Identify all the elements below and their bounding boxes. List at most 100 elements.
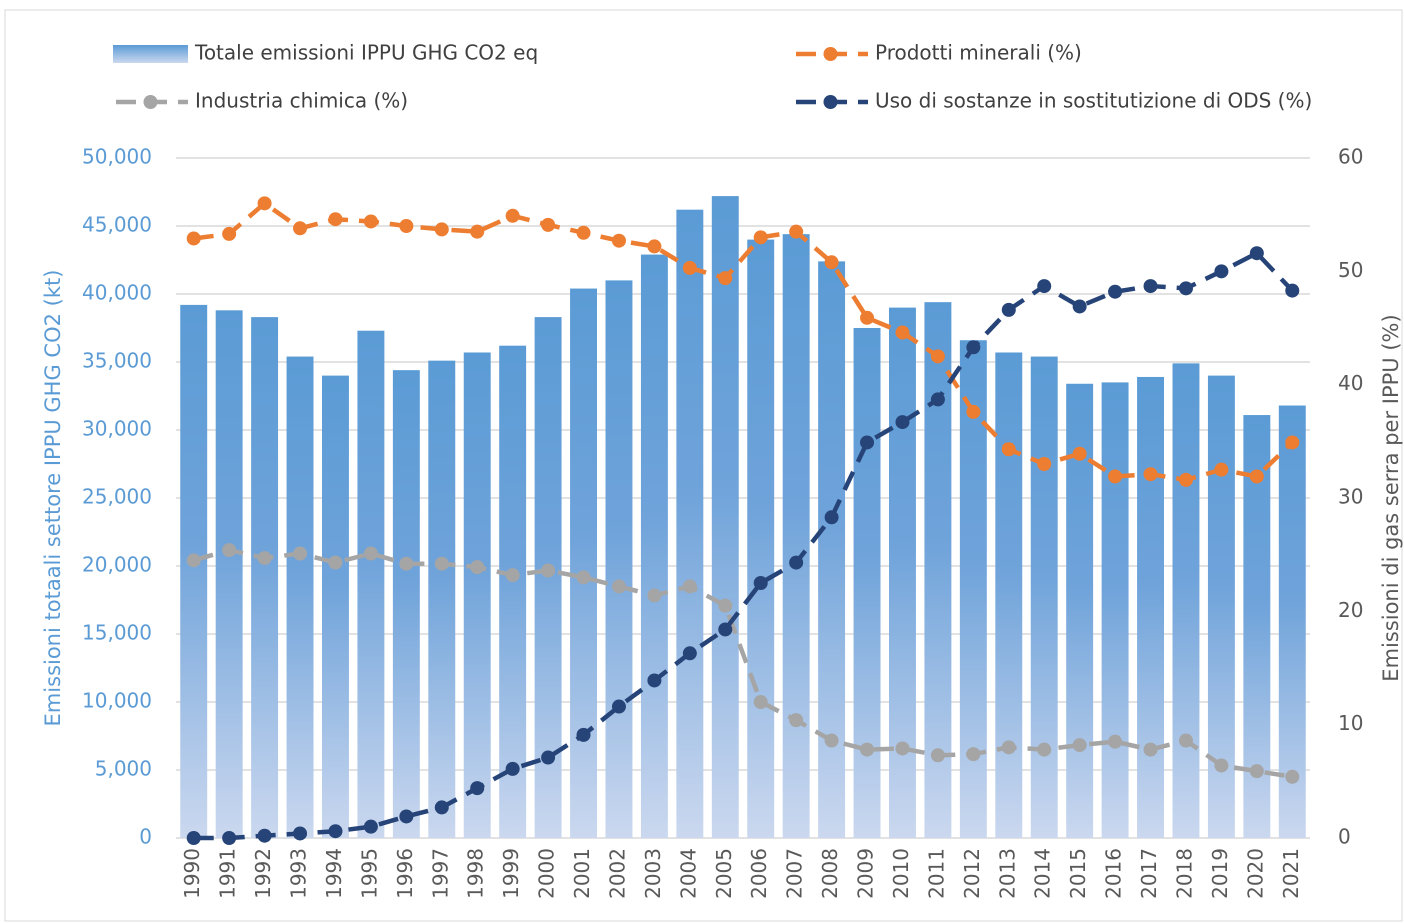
line-marker [505,761,520,776]
x-tick-label: 2003 [641,848,665,899]
y-tick-label: 0 [139,825,152,849]
y-tick-label: 30,000 [82,417,152,441]
bar [1172,363,1200,838]
line-marker [682,579,697,594]
x-tick-label: 1993 [287,848,311,899]
line-marker [1214,264,1229,279]
bar [499,345,527,838]
line-marker [824,733,839,748]
line-marker [647,673,662,688]
line-marker [186,231,201,246]
bar [286,356,314,838]
line-marker [966,340,981,355]
line-marker [257,828,272,843]
line-marker [576,570,591,585]
x-tick-label: 2019 [1208,848,1232,899]
x-tick-label: 2017 [1137,848,1161,899]
line-marker [682,646,697,661]
y-tick-label: 10,000 [82,689,152,713]
line-marker [257,551,272,566]
x-tick-label: 1996 [393,848,417,899]
line-marker [576,727,591,742]
x-tick-label: 2012 [960,848,984,899]
line-marker [1108,469,1123,484]
line-marker [434,222,449,237]
x-tick-label: 2016 [1102,848,1126,899]
line-marker [363,819,378,834]
line-marker [860,310,875,325]
y-tick-label: 35,000 [82,349,152,373]
bar [570,288,597,838]
x-tick-label: 2006 [747,848,771,899]
line-marker [222,831,237,845]
y-axis-label: Emissioni totaali settore IPPU GHG CO2 (… [41,270,65,727]
line-marker [824,255,839,270]
line-marker [647,588,662,603]
line-marker [434,800,449,815]
y-tick-label: 50,000 [82,145,152,169]
bar [711,196,739,838]
line-marker [541,750,556,765]
x-tick-label: 2021 [1279,848,1303,899]
line-marker [753,230,768,245]
legend-marker [823,47,838,61]
line-marker [1285,769,1300,784]
x-tick-label: 1990 [180,848,204,899]
bar [747,239,775,839]
labels: 0 5,000 10,000 15,000 20,000 25,000 30,000 35,0… [41,41,1403,899]
line-marker [895,741,910,756]
bar [782,234,810,838]
line-marker [1037,742,1052,757]
line-marker [824,510,839,525]
x-tick-label: 2020 [1243,848,1267,899]
x-tick-label: 2005 [712,848,736,899]
line-marker [1072,446,1087,461]
line-marker [363,546,378,561]
line-marker [753,695,768,709]
bar [853,328,881,838]
line-marker [1178,733,1193,748]
line-marker [1143,467,1158,482]
bar [640,254,668,838]
line-marker [1072,738,1087,753]
bar [676,209,704,838]
legend-swatch [113,45,188,63]
line-marker [1108,284,1123,299]
line-marker [186,553,201,568]
line-marker [966,404,981,419]
line-marker [1143,279,1158,294]
y2-tick-label: 40 [1338,371,1363,395]
bar [251,317,279,838]
line-marker [930,349,945,364]
y-tick-label: 5,000 [95,757,152,781]
y2-tick-label: 10 [1338,711,1363,735]
y2-axis-label: Emissioni di gas serra per IPPU (%) [1379,314,1403,681]
line-marker [328,555,343,570]
x-tick-label: 2015 [1066,848,1090,899]
x-tick-label: 2007 [783,848,807,899]
line-marker [1072,299,1087,314]
line-marker [1249,764,1264,779]
bar [428,360,456,838]
line-marker [328,212,343,227]
line-marker [293,826,308,841]
line-marker [328,824,343,839]
x-tick-label: 2001 [570,848,594,899]
line-marker [363,214,378,229]
bar [322,375,349,838]
bar [1278,405,1306,838]
line-marker [682,260,697,275]
bar [605,280,633,838]
line-marker [222,543,237,558]
x-tick-label: 1991 [216,848,240,899]
x-tick-label: 2008 [818,848,842,899]
line-marker [541,217,556,232]
line-marker [611,233,626,248]
line-marker [611,699,626,714]
x-tick-label: 2010 [889,848,913,899]
y-tick-label: 45,000 [82,213,152,237]
line-marker [576,225,591,240]
line-marker [1001,302,1016,317]
x-tick-label: 1997 [428,848,452,899]
line-marker [186,831,201,845]
